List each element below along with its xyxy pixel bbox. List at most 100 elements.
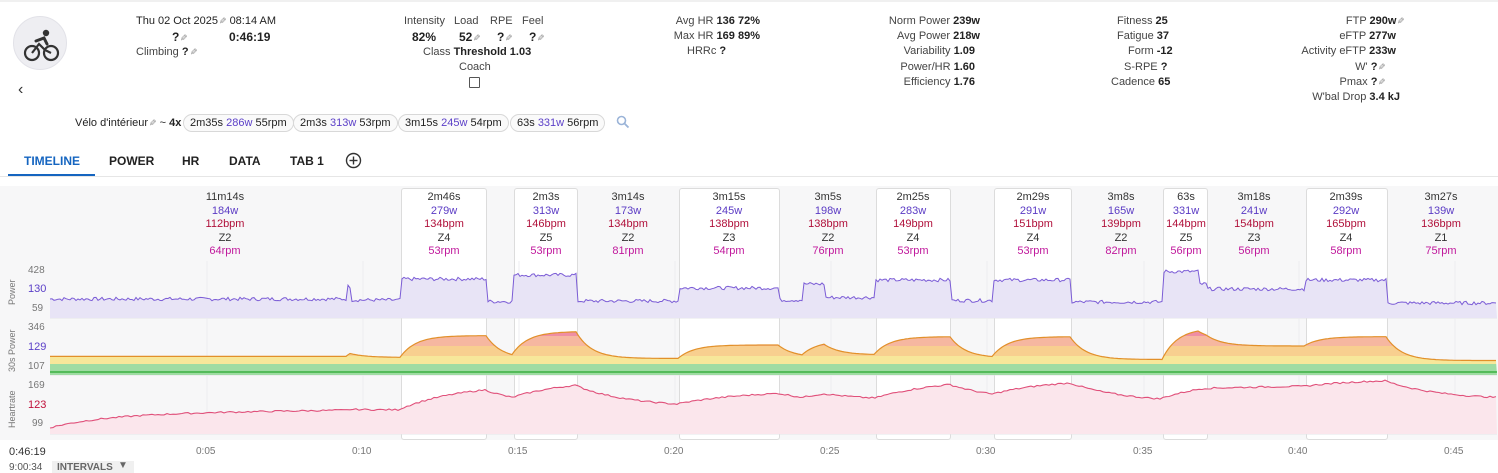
interval-zone: Z2 [1114,231,1128,244]
activity-date-row: Thu 02 Oct 2025✎ 08:14 AM [136,15,276,27]
power-hr-row: Power/HR 1.60 [860,61,975,73]
wprime-value: ? [1370,61,1378,73]
pencil-icon[interactable]: ✎ [218,16,227,26]
norm-power-value: 239w [953,15,980,27]
pencil-icon[interactable]: ✎ [1378,77,1386,87]
chevron-left-icon[interactable]: ‹ [18,81,24,98]
pencil-icon[interactable]: ✎ [1397,16,1405,26]
interval-bpm: 139bpm [1101,218,1141,230]
interval-zone: Z5 [1179,231,1193,244]
activity-avatar[interactable] [13,16,67,70]
interval-bpm: 134bpm [608,218,648,230]
timeline-chart[interactable] [0,186,1498,440]
form-row: Form -12 [1128,45,1173,57]
interval-label[interactable]: 2m3s 313w 146bpm Z5 53rpm [506,191,586,259]
pencil-icon[interactable]: ✎ [180,33,188,43]
srpe-label: S-RPE [1124,61,1158,73]
pmax-label: Pmax [1339,76,1368,88]
hr-area [50,380,1497,434]
hr-tick-mid: 123 [28,399,47,411]
interval-label[interactable]: 3m5s 198w 138bpm Z2 76rpm [788,191,868,259]
class-value: Threshold 1.03 [453,46,532,58]
interval-watts: 292w [1332,204,1360,217]
load-label: Load [454,15,479,27]
hr-axis-label: Heartrate [7,390,17,428]
fatigue-row: Fatigue 37 [1117,30,1169,42]
eftp-value: 277w [1369,30,1396,42]
intervals-dropdown[interactable]: INTERVALS ▼ [52,460,134,473]
interval-bpm: 165bpm [1326,218,1366,230]
climbing-row[interactable]: Climbing ?✎ [136,46,197,58]
cadence-value: 65 [1158,76,1171,88]
tab-data[interactable]: DATA [229,154,261,168]
interval-chip[interactable]: 2m3s 313w 53rpm [293,114,398,132]
efficiency-value: 1.76 [953,76,975,88]
activity-name-row[interactable]: ?✎ [172,30,188,44]
interval-zone: Z5 [539,231,553,244]
interval-zone: Z3 [722,231,736,244]
interval-label[interactable]: 2m39s 292w 165bpm Z4 58rpm [1306,191,1386,259]
ftp-row[interactable]: FTP 290w✎ [1290,15,1405,27]
max-hr-row: Max HR 169 89% [640,30,760,42]
interval-bpm: 151bpm [1013,218,1053,230]
activity-type-label: Vélo d'intérieur [75,117,149,129]
interval-label[interactable]: 2m25s 283w 149bpm Z4 53rpm [873,191,953,259]
activity-name-value: ? [172,30,180,44]
avg-hr-value: 136 [716,15,735,27]
interval-label[interactable]: 3m14s 173w 134bpm Z2 81rpm [588,191,668,259]
tab-timeline[interactable]: TIMELINE [24,154,80,168]
activity-type-row[interactable]: Vélo d'intérieur✎ ~ 4x [75,117,181,129]
interval-chip[interactable]: 3m15s 245w 54rpm [398,114,509,132]
interval-label[interactable]: 2m46s 279w 134bpm Z4 53rpm [404,191,484,259]
interval-label[interactable]: 3m27s 139w 136bpm Z1 75rpm [1401,191,1481,259]
interval-chip[interactable]: 63s 331w 56rpm [510,114,606,132]
activity-eftp-label: Activity eFTP [1301,45,1367,57]
intensity-label: Intensity [404,15,445,27]
chip-dur: 63s [517,117,535,129]
pencil-icon[interactable]: ✎ [149,118,157,128]
coach-checkbox[interactable] [469,77,480,88]
load-value: 52 [459,30,473,44]
interval-duration: 3m14s [611,191,645,203]
interval-label[interactable]: 3m15s 245w 138bpm Z3 54rpm [689,191,769,259]
power-hr-label: Power/HR [900,61,951,73]
wprime-row[interactable]: W' ?✎ [1290,61,1386,73]
power30-zone-band [50,346,1497,356]
pencil-icon[interactable]: ✎ [505,33,513,43]
class-row: Class Threshold 1.03 [423,46,531,58]
search-icon[interactable] [616,115,630,129]
pencil-icon[interactable]: ✎ [537,33,545,43]
interval-label[interactable]: 63s 331w 144bpm Z5 56rpm [1146,191,1226,259]
interval-label[interactable]: 3m8s 165w 139bpm Z2 82rpm [1081,191,1161,259]
plus-circle-icon[interactable] [345,152,362,169]
load-value-row[interactable]: 52✎ [459,30,481,44]
tabs-divider [0,176,1498,177]
rpe-value-row[interactable]: ?✎ [497,30,513,44]
interval-chip[interactable]: 2m35s 286w 55rpm [183,114,294,132]
interval-rpm: 75rpm [1425,245,1457,257]
activity-eftp-row: Activity eFTP 233w [1270,45,1396,57]
feel-value-row[interactable]: ?✎ [529,30,545,44]
pmax-row[interactable]: Pmax ?✎ [1290,76,1386,88]
interval-label[interactable]: 11m14s 184w 112bpm Z2 64rpm [185,191,265,259]
tab-power[interactable]: POWER [109,154,155,168]
pencil-icon[interactable]: ✎ [473,33,481,43]
tab-tab1[interactable]: TAB 1 [290,154,324,168]
pencil-icon[interactable]: ✎ [189,47,198,57]
time-tick: 0:25 [820,446,840,457]
interval-label[interactable]: 2m29s 291w 151bpm Z4 53rpm [993,191,1073,259]
interval-rpm: 82rpm [1105,245,1137,257]
interval-watts: 291w [1019,204,1047,217]
interval-watts: 313w [532,204,560,217]
time-tick: 0:35 [1133,446,1153,457]
chip-dur: 2m35s [190,117,224,129]
hr-line [49,379,1497,429]
coach-label: Coach [459,61,491,73]
power-tick-max: 428 [28,265,45,276]
interval-rpm: 58rpm [1330,245,1362,257]
interval-label[interactable]: 3m18s 241w 154bpm Z3 56rpm [1214,191,1294,259]
chip-rpm: 56rpm [567,117,599,129]
tab-hr[interactable]: HR [182,154,200,168]
interval-bpm: 112bpm [205,218,245,230]
pencil-icon[interactable]: ✎ [1378,62,1386,72]
